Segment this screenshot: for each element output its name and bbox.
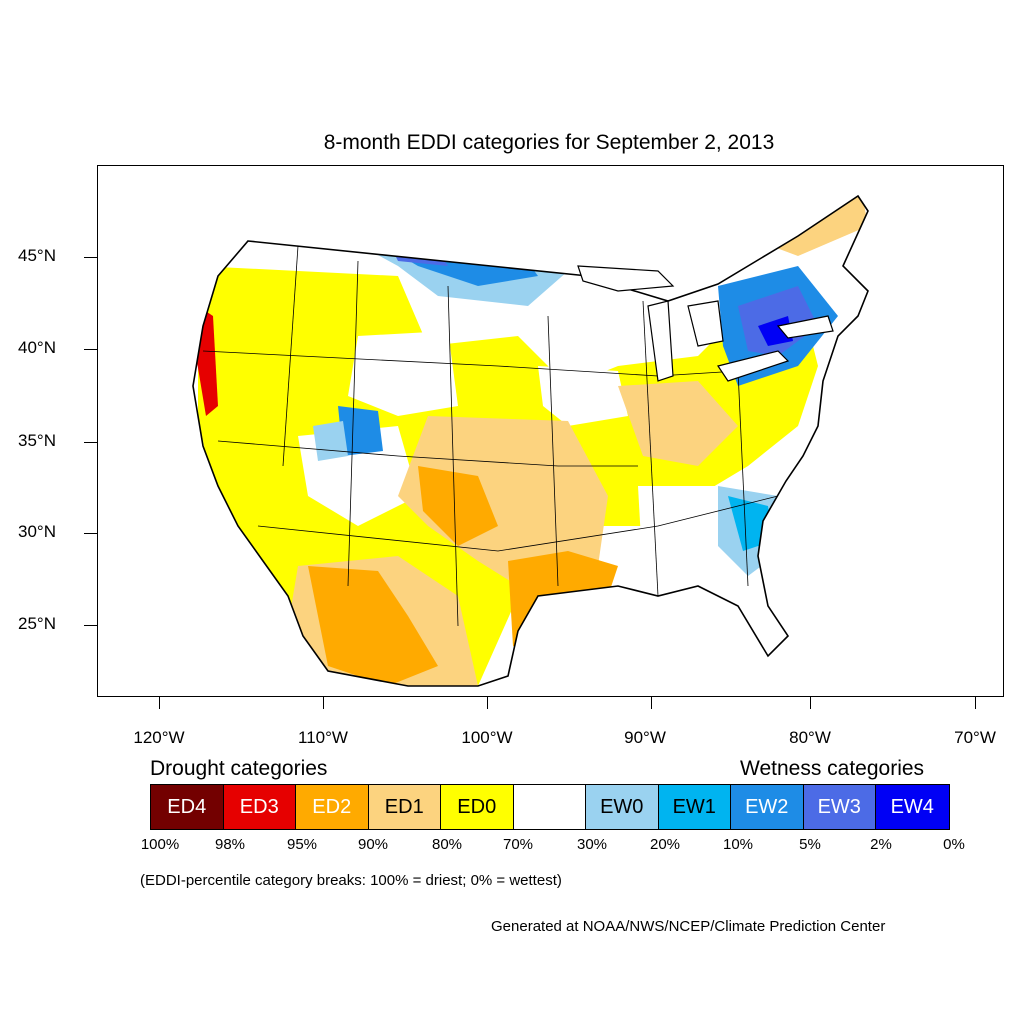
legend-cell-ed0: ED0 xyxy=(441,785,514,829)
lat-tick xyxy=(84,442,97,443)
lat-tick xyxy=(84,625,97,626)
lon-tick xyxy=(323,697,324,709)
credit-line: Generated at NOAA/NWS/NCEP/Climate Predi… xyxy=(491,918,886,935)
break-label: 5% xyxy=(799,836,821,853)
category-colorbar: ED4 ED3 ED2 ED1 ED0 EW0 EW1 EW2 EW3 EW4 xyxy=(150,784,950,830)
lat-label-25: 25°N xyxy=(18,614,56,633)
legend-cell-ew1: EW1 xyxy=(658,785,731,829)
lat-tick xyxy=(84,349,97,350)
lon-label-70: 70°W xyxy=(954,728,996,747)
break-label: 90% xyxy=(357,836,389,853)
break-label: 70% xyxy=(502,836,534,853)
legend-cell-ed2: ED2 xyxy=(296,785,369,829)
lat-label-45: 45°N xyxy=(18,246,56,265)
lon-tick xyxy=(975,697,976,709)
legend-cell-ew3: EW3 xyxy=(803,785,876,829)
lon-tick xyxy=(487,697,488,709)
map-canvas xyxy=(192,194,869,687)
lat-label-35: 35°N xyxy=(18,431,56,450)
lat-label-30: 30°N xyxy=(18,522,56,541)
break-label: 10% xyxy=(722,836,754,853)
lon-label-90: 90°W xyxy=(624,728,666,747)
break-label: 30% xyxy=(576,836,608,853)
lon-tick xyxy=(159,697,160,709)
legend-cell-ed3: ED3 xyxy=(223,785,296,829)
break-label: 95% xyxy=(286,836,318,853)
lon-tick xyxy=(810,697,811,709)
legend-cell-ed1: ED1 xyxy=(368,785,441,829)
lat-tick xyxy=(84,257,97,258)
category-note: (EDDI-percentile category breaks: 100% =… xyxy=(140,872,562,889)
break-label: 20% xyxy=(649,836,681,853)
legend-cell-ew0: EW0 xyxy=(586,785,659,829)
break-label: 100% xyxy=(140,836,180,853)
eddi-map xyxy=(97,165,1004,697)
break-label: 0% xyxy=(943,836,965,853)
wetness-heading: Wetness categories xyxy=(740,757,925,780)
lon-label-120: 120°W xyxy=(133,728,185,747)
legend-cell-ew2: EW2 xyxy=(731,785,804,829)
drought-heading: Drought categories xyxy=(150,757,328,780)
lat-label-40: 40°N xyxy=(18,338,56,357)
lon-label-110: 110°W xyxy=(298,728,348,747)
break-label: 80% xyxy=(431,836,463,853)
legend-cell-ew4: EW4 xyxy=(876,785,949,829)
lon-label-80: 80°W xyxy=(789,728,831,747)
map-title: 8-month EDDI categories for September 2,… xyxy=(323,131,775,154)
legend-cell-normal xyxy=(513,785,586,829)
lon-tick xyxy=(651,697,652,709)
break-label: 2% xyxy=(870,836,892,853)
legend-cell-ed4: ED4 xyxy=(151,785,224,829)
break-label: 98% xyxy=(214,836,246,853)
lat-tick xyxy=(84,533,97,534)
lon-label-100: 100°W xyxy=(461,728,513,747)
